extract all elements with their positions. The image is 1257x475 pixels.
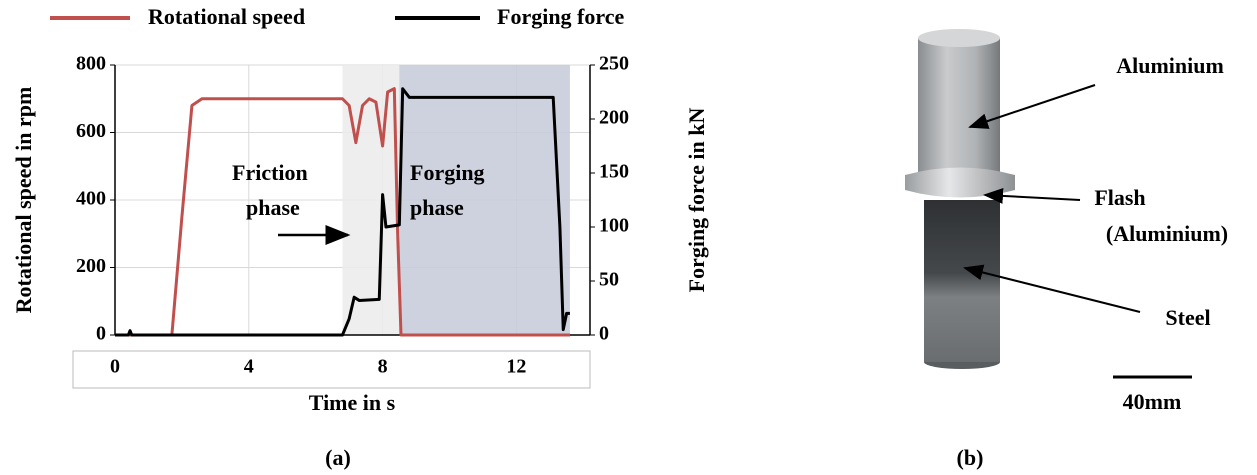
y-tick-label: 400 bbox=[76, 188, 106, 210]
flash-ring bbox=[905, 168, 1015, 198]
aluminium-top bbox=[918, 29, 1000, 47]
y-tick-label: 0 bbox=[96, 323, 106, 345]
photo-label: (Aluminium) bbox=[1106, 221, 1228, 246]
panel-label: (b) bbox=[957, 445, 984, 470]
y2-tick-label: 0 bbox=[599, 323, 609, 345]
x-tick-label: 12 bbox=[506, 356, 526, 378]
x-tick-label: 4 bbox=[244, 356, 254, 378]
aluminium-part bbox=[918, 38, 1000, 178]
scale-bar-label: 40mm bbox=[1123, 389, 1182, 414]
x-tick-label: 8 bbox=[378, 356, 388, 378]
y2-tick-label: 100 bbox=[599, 215, 629, 237]
y-axis-title: Rotational speed in rpm bbox=[11, 87, 36, 314]
specimen-photo bbox=[905, 29, 1015, 369]
y-tick-label: 200 bbox=[76, 255, 106, 277]
label-arrow bbox=[985, 195, 1080, 200]
figure: Friction phase Forging phase 0 200 400 600 800 0 5… bbox=[0, 0, 1257, 475]
y2-tick-label: 50 bbox=[599, 269, 619, 291]
y2-axis-title: Forging force in kN bbox=[684, 108, 709, 293]
region-label: Friction bbox=[232, 160, 308, 185]
photo-label: Flash bbox=[1094, 185, 1145, 210]
region-label: phase bbox=[246, 195, 300, 220]
region-label: Forging bbox=[410, 160, 485, 185]
panel-label: (a) bbox=[325, 445, 351, 470]
region-label: phase bbox=[410, 195, 464, 220]
y-tick-label: 600 bbox=[76, 120, 106, 142]
chart-a: Friction phase Forging phase 0 200 400 600 800 0 5… bbox=[11, 4, 709, 415]
x-tick-label: 0 bbox=[110, 356, 120, 378]
legend-label: Rotational speed bbox=[148, 4, 305, 29]
y2-tick-label: 250 bbox=[599, 53, 629, 75]
y2-tick-label: 150 bbox=[599, 161, 629, 183]
steel-part bbox=[924, 200, 1000, 362]
legend-label: Forging force bbox=[497, 4, 625, 29]
photo-label: Steel bbox=[1165, 305, 1210, 330]
y-tick-label: 800 bbox=[76, 53, 106, 75]
y2-tick-label: 200 bbox=[599, 107, 629, 129]
phase-region bbox=[342, 65, 399, 335]
x-axis-title: Time in s bbox=[309, 390, 396, 415]
photo-label: Aluminium bbox=[1116, 53, 1224, 78]
